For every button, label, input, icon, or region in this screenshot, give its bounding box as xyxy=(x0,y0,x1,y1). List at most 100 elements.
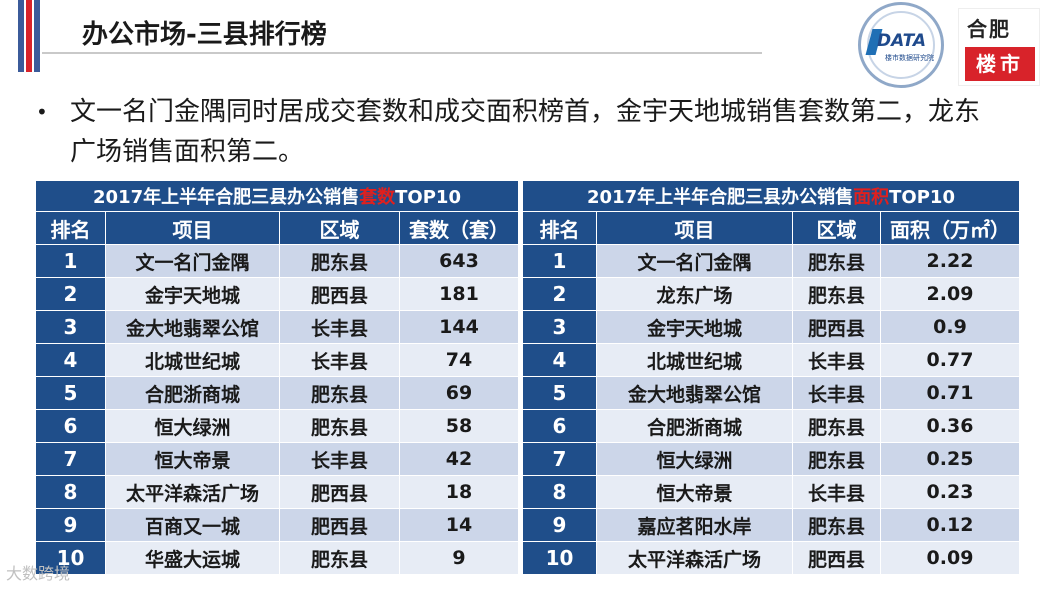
district-cell: 肥东县 xyxy=(792,244,881,278)
project-cell: 恒大帝景 xyxy=(105,442,280,476)
rank-cell: 3 xyxy=(35,310,106,344)
rank-cell: 6 xyxy=(35,409,106,443)
rank-cell: 10 xyxy=(35,541,106,575)
district-cell: 肥东县 xyxy=(792,442,881,476)
value-cell: 0.9 xyxy=(880,310,1020,344)
caption-highlight: 面积 xyxy=(853,187,890,208)
logo-data-text: DATA xyxy=(877,31,927,51)
caption-prefix: 2017年上半年合肥三县办公销售 xyxy=(587,187,854,208)
project-cell: 文一名门金隅 xyxy=(105,244,280,278)
district-cell: 肥西县 xyxy=(792,541,881,575)
project-cell: 嘉应茗阳水岸 xyxy=(596,508,793,542)
table-row: 5 合肥浙商城 肥东县 69 xyxy=(35,376,519,410)
logo-data-subtext: 楼市数据研究院 xyxy=(885,54,934,62)
value-cell: 2.22 xyxy=(880,244,1020,278)
table-row: 8 太平洋森活广场 肥西县 18 xyxy=(35,475,519,509)
value-cell: 9 xyxy=(399,541,519,575)
value-cell: 42 xyxy=(399,442,519,476)
sales-area-top10-table: 2017年上半年合肥三县办公销售面积TOP10 排名 项目 区域 面积（万㎡） 1 文一… xyxy=(522,180,1020,575)
value-cell: 0.23 xyxy=(880,475,1020,509)
logo-hefei-top: 合肥 xyxy=(967,17,1011,41)
district-cell: 肥西县 xyxy=(279,508,400,542)
bullet-text: 文一名门金隅同时居成交套数和成交面积榜首，金宇天地城销售套数第二，龙东广场销售面… xyxy=(70,97,981,167)
value-cell: 0.25 xyxy=(880,442,1020,476)
project-cell: 合肥浙商城 xyxy=(105,376,280,410)
district-cell: 长丰县 xyxy=(792,475,881,509)
value-cell: 69 xyxy=(399,376,519,410)
page-title: 办公市场-三县排行榜 xyxy=(82,20,327,50)
table-row: 2 金宇天地城 肥西县 181 xyxy=(35,277,519,311)
rank-cell: 2 xyxy=(35,277,106,311)
district-cell: 长丰县 xyxy=(792,343,881,377)
project-cell: 恒大绿洲 xyxy=(105,409,280,443)
table-row: 6 恒大绿洲 肥东县 58 xyxy=(35,409,519,443)
project-cell: 百商又一城 xyxy=(105,508,280,542)
project-cell: 恒大绿洲 xyxy=(596,442,793,476)
district-cell: 肥东县 xyxy=(279,244,400,278)
table-row: 6 合肥浙商城 肥东县 0.36 xyxy=(522,409,1020,443)
value-cell: 0.77 xyxy=(880,343,1020,377)
table-row: 10 太平洋森活广场 肥西县 0.09 xyxy=(522,541,1020,575)
value-cell: 58 xyxy=(399,409,519,443)
column-header: 区域 xyxy=(279,211,400,245)
column-header: 套数（套） xyxy=(399,211,519,245)
caption-suffix: TOP10 xyxy=(395,187,461,208)
flag-bar-red xyxy=(26,0,32,72)
district-cell: 肥东县 xyxy=(792,508,881,542)
flag-bar-blue-right xyxy=(34,0,40,72)
caption-highlight: 套数 xyxy=(359,187,396,208)
column-header: 项目 xyxy=(596,211,793,245)
rank-cell: 2 xyxy=(522,277,597,311)
rank-cell: 1 xyxy=(522,244,597,278)
value-cell: 74 xyxy=(399,343,519,377)
caption-suffix: TOP10 xyxy=(889,187,955,208)
bullet-point: • 文一名门金隅同时居成交套数和成交面积榜首，金宇天地城销售套数第二，龙东广场销… xyxy=(36,92,996,172)
district-cell: 肥东县 xyxy=(792,277,881,311)
table-row: 8 恒大帝景 长丰县 0.23 xyxy=(522,475,1020,509)
column-header: 项目 xyxy=(105,211,280,245)
project-cell: 北城世纪城 xyxy=(596,343,793,377)
rank-cell: 1 xyxy=(35,244,106,278)
value-cell: 0.12 xyxy=(880,508,1020,542)
rank-cell: 9 xyxy=(522,508,597,542)
rank-cell: 8 xyxy=(522,475,597,509)
rank-cell: 4 xyxy=(522,343,597,377)
district-cell: 肥东县 xyxy=(279,409,400,443)
rank-cell: 5 xyxy=(35,376,106,410)
table-row: 9 百商又一城 肥西县 14 xyxy=(35,508,519,542)
rank-cell: 5 xyxy=(522,376,597,410)
value-cell: 181 xyxy=(399,277,519,311)
district-cell: 肥西县 xyxy=(279,475,400,509)
district-cell: 肥东县 xyxy=(279,376,400,410)
district-cell: 肥东县 xyxy=(279,541,400,575)
district-cell: 肥西县 xyxy=(792,310,881,344)
column-header: 区域 xyxy=(792,211,881,245)
hefei-property-logo: 合肥 楼市 xyxy=(958,8,1040,86)
project-cell: 华盛大运城 xyxy=(105,541,280,575)
column-header: 排名 xyxy=(522,211,597,245)
table-row: 2 龙东广场 肥东县 2.09 xyxy=(522,277,1020,311)
table-row: 1 文一名门金隅 肥东县 643 xyxy=(35,244,519,278)
rank-cell: 8 xyxy=(35,475,106,509)
table-caption: 2017年上半年合肥三县办公销售面积TOP10 xyxy=(522,180,1020,212)
district-cell: 长丰县 xyxy=(279,343,400,377)
district-cell: 长丰县 xyxy=(279,310,400,344)
logo-hefei-bottom: 楼市 xyxy=(965,47,1035,81)
rank-cell: 9 xyxy=(35,508,106,542)
watermark-text: 大数跨境 xyxy=(6,564,71,583)
project-cell: 北城世纪城 xyxy=(105,343,280,377)
data-institute-logo: DATA 楼市数据研究院 xyxy=(858,2,944,88)
value-cell: 0.36 xyxy=(880,409,1020,443)
table-row: 9 嘉应茗阳水岸 肥东县 0.12 xyxy=(522,508,1020,542)
column-header: 排名 xyxy=(35,211,106,245)
table-row: 4 北城世纪城 长丰县 74 xyxy=(35,343,519,377)
project-cell: 金大地翡翠公馆 xyxy=(596,376,793,410)
project-cell: 太平洋森活广场 xyxy=(105,475,280,509)
district-cell: 肥东县 xyxy=(792,409,881,443)
flag-bar-blue-left xyxy=(18,0,24,72)
project-cell: 恒大帝景 xyxy=(596,475,793,509)
table-row: 4 北城世纪城 长丰县 0.77 xyxy=(522,343,1020,377)
bullet-dot-icon: • xyxy=(36,100,48,124)
rank-cell: 3 xyxy=(522,310,597,344)
value-cell: 144 xyxy=(399,310,519,344)
